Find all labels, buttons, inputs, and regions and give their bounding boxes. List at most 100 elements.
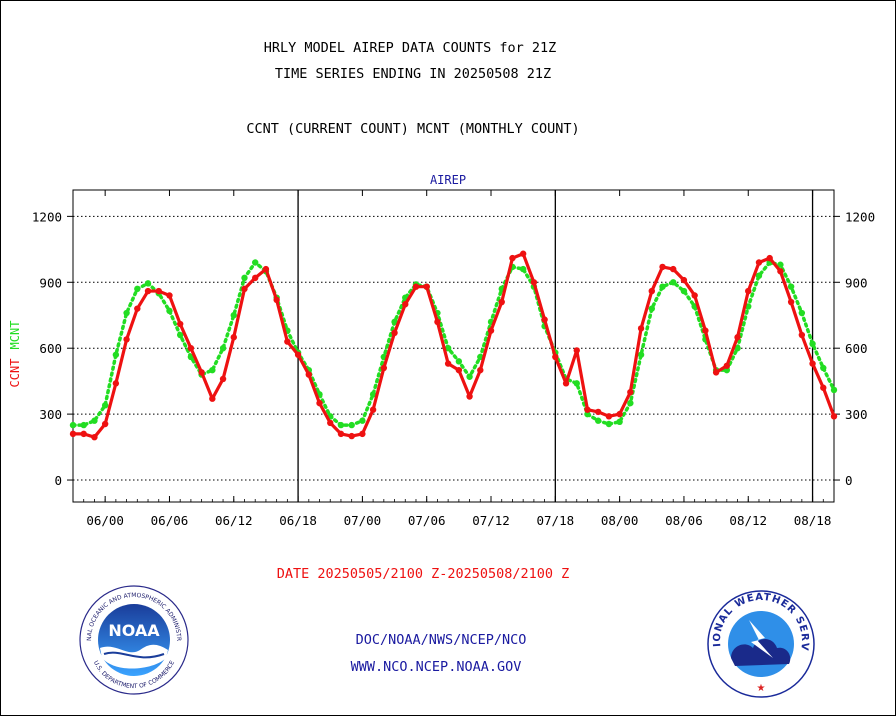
- xtick-label-07-12: 07/12: [472, 513, 510, 528]
- ccnt-point: [69, 430, 77, 438]
- ccnt-point: [316, 399, 323, 407]
- mcnt-point: [830, 386, 838, 394]
- mcnt-point: [144, 280, 152, 287]
- ccnt-point: [530, 279, 538, 286]
- ccnt-point: [670, 265, 677, 273]
- plot-frame: [72, 189, 835, 503]
- mcnt-point: [659, 283, 666, 290]
- mcnt-point: [584, 410, 591, 418]
- ccnt-point: [755, 259, 763, 266]
- ccnt-point: [434, 318, 441, 326]
- ccnt-point: [466, 393, 473, 400]
- ccnt-point: [444, 360, 452, 367]
- ccnt-point: [798, 331, 806, 339]
- mcnt-point: [348, 421, 355, 429]
- mcnt-point: [616, 418, 623, 426]
- ccnt-point: [402, 301, 409, 308]
- nws-logo: NATIONAL WEATHER SERVICE ★: [707, 590, 815, 698]
- xtick-label-07-06: 07/06: [408, 513, 446, 528]
- ccnt-point: [380, 364, 388, 372]
- ccnt-point: [273, 296, 280, 304]
- mcnt-point: [809, 340, 816, 348]
- ccnt-point: [176, 320, 184, 328]
- ccnt-point: [198, 369, 205, 376]
- mcnt-point: [241, 274, 248, 282]
- nws-star-icon: ★: [757, 683, 766, 694]
- ccnt-point: [327, 419, 334, 427]
- ytick-label-right-1200: 1200: [845, 209, 875, 224]
- mcnt-point: [112, 351, 120, 358]
- ccnt-point: [680, 276, 688, 284]
- ccnt-point: [627, 388, 634, 396]
- ccnt-point: [584, 406, 591, 413]
- mcnt-point: [755, 272, 763, 279]
- xtick-label-07-00: 07/00: [344, 513, 382, 528]
- ccnt-point: [369, 406, 377, 413]
- ccnt-point: [241, 285, 248, 293]
- ccnt-point: [605, 413, 613, 420]
- mcnt-point: [444, 344, 452, 352]
- ccnt-point: [134, 305, 141, 312]
- mcnt-point: [734, 344, 741, 352]
- ccnt-point: [787, 298, 795, 306]
- ccnt-point: [820, 384, 827, 391]
- ytick-label-left-0: 0: [54, 473, 62, 488]
- ccnt-point: [391, 329, 398, 337]
- ccnt-point: [294, 351, 302, 358]
- panel-label: AIREP: [430, 173, 466, 187]
- ccnt-point: [659, 263, 666, 271]
- ccnt-point: [91, 433, 98, 441]
- ccnt-point: [101, 420, 109, 428]
- xtick-label-07-18: 07/18: [537, 513, 575, 528]
- date-range: DATE 20250505/2100 Z-20250508/2100 Z: [277, 566, 570, 582]
- mcnt-point: [670, 279, 677, 286]
- ylabel-ccnt: CCNT: [8, 359, 22, 388]
- mcnt-point: [798, 309, 806, 317]
- xtick-label-06-06: 06/06: [151, 513, 189, 528]
- mcnt-point: [359, 417, 366, 424]
- mcnt-point: [230, 312, 237, 319]
- mcnt-point: [627, 399, 634, 407]
- ccnt-point: [423, 283, 430, 290]
- ytick-label-left-600: 600: [39, 341, 62, 356]
- ytick-label-right-600: 600: [845, 341, 868, 356]
- xtick-label-08-18: 08/18: [794, 513, 832, 528]
- ccnt-point: [219, 375, 227, 383]
- noaa-logo: NOAA NATIONAL OCEANIC AND ATMOSPHERIC AD…: [79, 585, 189, 695]
- chart-title-line1: HRLY MODEL AIREP DATA COUNTS for 21Z: [264, 40, 557, 56]
- ccnt-point: [541, 316, 548, 323]
- plot-area: 0 0 300 300 600 600 900 900 1200 1200 06/00 06/06 06…: [32, 189, 875, 528]
- ccnt-point: [112, 380, 120, 387]
- series-line-ccnt: [73, 252, 836, 439]
- ccnt-point: [348, 432, 355, 440]
- mcnt-point: [777, 261, 784, 268]
- ccnt-point: [284, 338, 291, 345]
- ccnt-point: [155, 287, 162, 295]
- ccnt-point: [573, 347, 580, 354]
- ccnt-point: [144, 287, 152, 295]
- ytick-label-left-300: 300: [39, 407, 62, 422]
- mcnt-point: [455, 358, 463, 365]
- xtick-label-06-18: 06/18: [279, 513, 317, 528]
- ccnt-point: [702, 327, 709, 334]
- ccnt-point: [723, 362, 731, 369]
- mcnt-point: [176, 331, 184, 339]
- mcnt-point: [573, 380, 580, 387]
- xtick-label-08-06: 08/06: [665, 513, 703, 528]
- xtick-label-06-00: 06/00: [86, 513, 124, 528]
- ccnt-point: [498, 298, 505, 306]
- ccnt-point: [745, 287, 752, 295]
- ccnt-point: [830, 413, 838, 420]
- ccnt-point: [123, 336, 130, 343]
- ccnt-point: [412, 283, 420, 290]
- mcnt-point: [337, 421, 345, 429]
- mcnt-point: [166, 307, 173, 315]
- mcnt-point: [519, 265, 527, 273]
- website-link[interactable]: WWW.NCO.NCEP.NOAA.GOV: [351, 659, 522, 675]
- ytick-label-left-900: 900: [39, 275, 62, 290]
- mcnt-point: [369, 391, 377, 398]
- ccnt-point: [562, 380, 570, 387]
- ccnt-point: [552, 353, 559, 361]
- mcnt-point: [209, 366, 216, 374]
- ccnt-point: [455, 366, 463, 374]
